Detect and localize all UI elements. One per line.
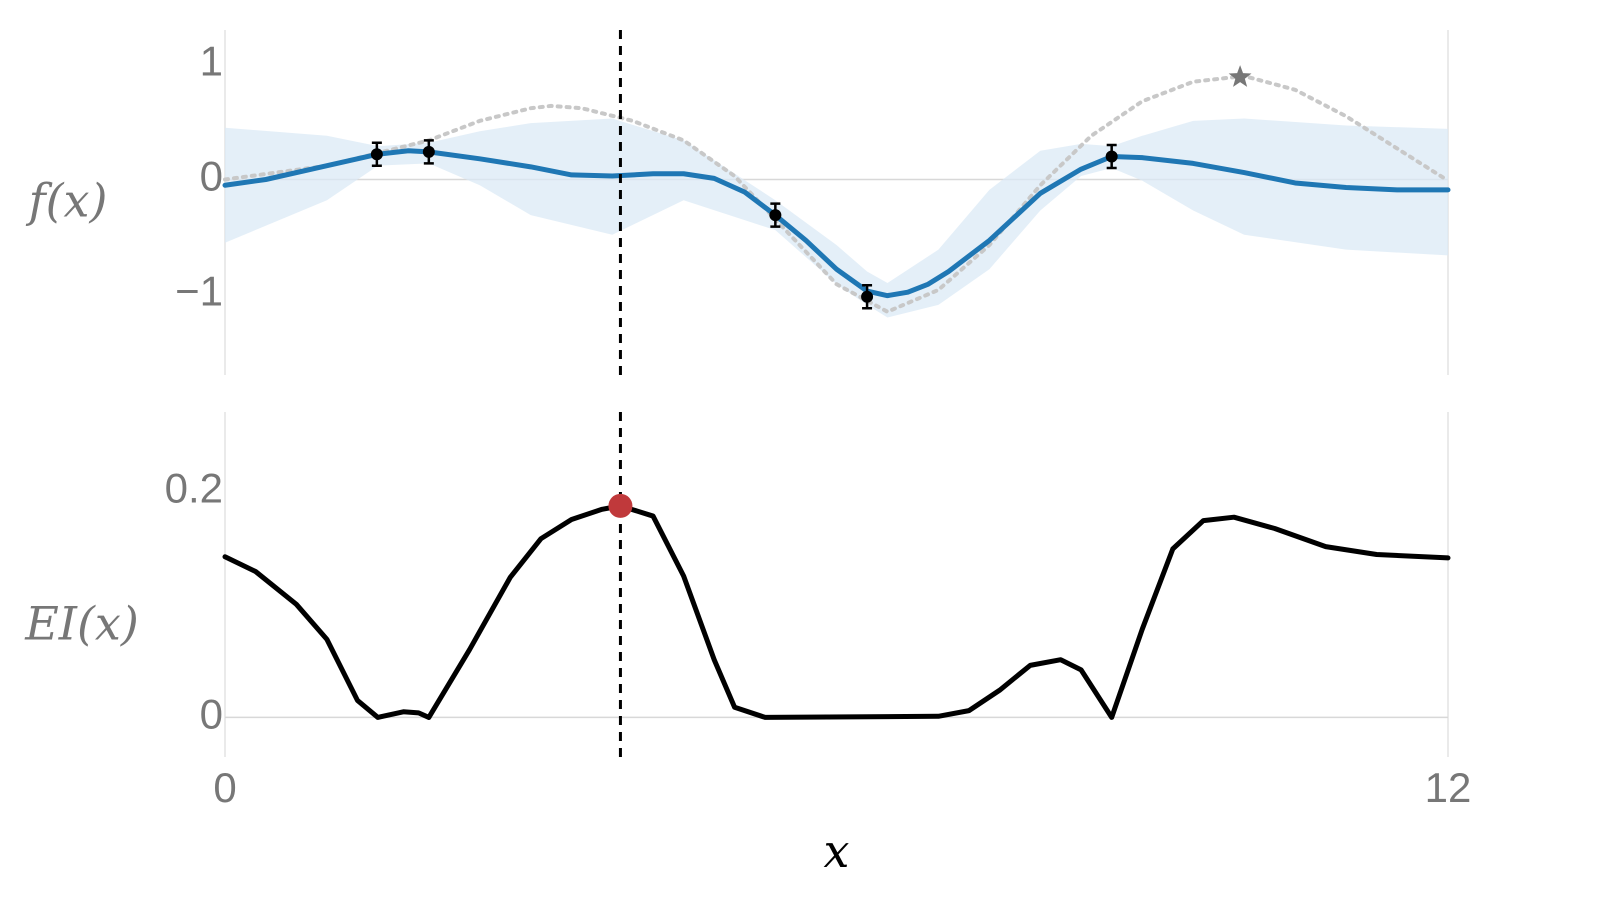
y-tick-label: 0 <box>200 691 223 738</box>
line <box>222 148 1451 299</box>
observation <box>1105 150 1118 163</box>
y-tick-label: 1 <box>200 38 223 85</box>
acquisition-max <box>608 493 633 518</box>
y-tick-label: −1 <box>175 268 223 315</box>
observation <box>861 290 874 303</box>
y-axis-label: EI(x) <box>24 597 139 651</box>
x-axis-label: x <box>824 824 850 878</box>
x-tick-label: 0 <box>213 764 236 811</box>
line <box>222 503 1451 720</box>
optimum-star <box>1228 65 1252 87</box>
y-axis-label: f(x) <box>26 174 108 228</box>
observation <box>370 148 383 161</box>
y-tick-label: 0 <box>200 153 223 200</box>
observation <box>422 145 435 158</box>
observation <box>769 209 782 222</box>
x-tick-label: 12 <box>1425 764 1472 811</box>
y-tick-label: 0.2 <box>165 464 223 511</box>
